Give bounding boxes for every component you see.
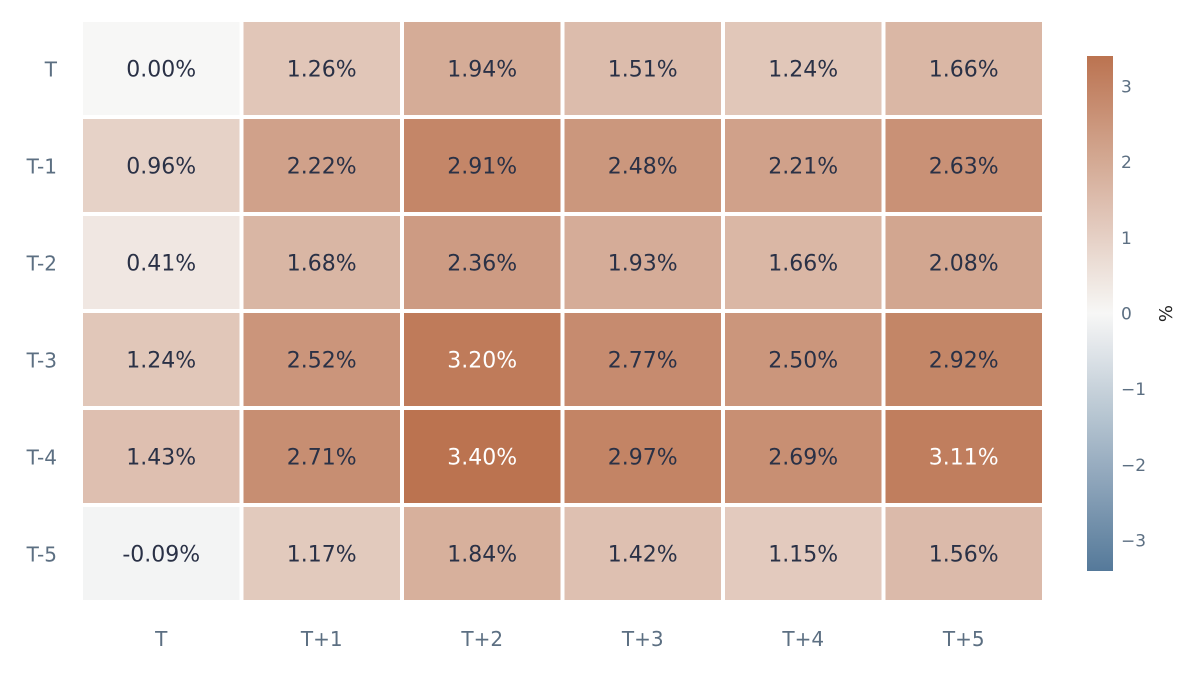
y-tick-label: T-1 xyxy=(26,155,57,179)
heatmap-cell xyxy=(404,410,561,503)
cell-value-label: 2.97% xyxy=(608,446,678,471)
heatmap-cell xyxy=(725,313,882,406)
y-tick-label: T xyxy=(44,58,58,82)
colorbar-tick-label: −3 xyxy=(1121,532,1146,552)
heatmap-cell xyxy=(885,313,1042,406)
y-tick-label: T-3 xyxy=(26,349,57,373)
x-tick-label: T+3 xyxy=(621,627,664,651)
cell-value-label: 2.48% xyxy=(608,155,678,180)
heatmap-cell xyxy=(564,410,721,503)
cell-value-label: 3.11% xyxy=(929,446,999,471)
heatmap-cell xyxy=(725,410,882,503)
cell-value-label: -0.09% xyxy=(122,543,200,568)
heatmap-cell xyxy=(243,410,400,503)
heatmap-cell xyxy=(404,216,561,309)
heatmap-cell xyxy=(885,22,1042,115)
colorbar-tick-label: 1 xyxy=(1121,229,1132,249)
y-tick-label: T-2 xyxy=(26,252,57,276)
heatmap-cell xyxy=(83,410,240,503)
x-tick-label: T xyxy=(154,627,168,651)
heatmap-cell xyxy=(725,119,882,212)
x-tick-label: T+1 xyxy=(300,627,343,651)
cell-value-label: 1.43% xyxy=(126,446,196,471)
x-tick-label: T+4 xyxy=(781,627,824,651)
cell-value-label: 1.24% xyxy=(768,58,838,83)
heatmap-cell xyxy=(404,507,561,600)
colorbar-tick-label: −1 xyxy=(1121,380,1146,400)
heatmap-cell xyxy=(83,507,240,600)
heatmap-cells: 0.00% 1.26% 1.94% 1.51% 1.24% 1.66% 0.96% 2.22%… xyxy=(83,22,1042,600)
heatmap-cell xyxy=(885,410,1042,503)
y-tick-label: T-5 xyxy=(26,543,57,567)
cell-value-label: 2.52% xyxy=(287,349,357,374)
cell-value-label: 2.21% xyxy=(768,155,838,180)
heatmap-cell xyxy=(243,119,400,212)
x-axis-tick-labels: T T+1 T+2 T+3 T+4 T+5 xyxy=(154,627,984,651)
cell-value-label: 3.20% xyxy=(447,349,517,374)
heatmap-cell xyxy=(404,22,561,115)
cell-value-label: 1.26% xyxy=(287,58,357,83)
heatmap-cell xyxy=(564,313,721,406)
cell-value-label: 2.71% xyxy=(287,446,357,471)
heatmap-cell xyxy=(404,313,561,406)
cell-value-label: 1.24% xyxy=(126,349,196,374)
y-tick-label: T-4 xyxy=(26,446,57,470)
cell-value-label: 2.91% xyxy=(447,155,517,180)
cell-value-label: 1.17% xyxy=(287,543,357,568)
cell-value-label: 2.50% xyxy=(768,349,838,374)
colorbar-tick-label: 2 xyxy=(1121,153,1132,173)
heatmap-cell xyxy=(83,22,240,115)
colorbar xyxy=(1087,56,1113,571)
cell-value-label: 1.84% xyxy=(447,543,517,568)
heatmap-cell xyxy=(564,119,721,212)
heatmap-cell xyxy=(564,507,721,600)
cell-value-label: 1.68% xyxy=(287,252,357,277)
cell-value-label: 1.42% xyxy=(608,543,678,568)
cell-value-label: 2.08% xyxy=(929,252,999,277)
cell-value-label: 1.51% xyxy=(608,58,678,83)
heatmap-cell xyxy=(243,507,400,600)
y-axis-tick-labels: T T-1 T-2 T-3 T-4 T-5 xyxy=(26,58,58,567)
cell-value-label: 1.15% xyxy=(768,543,838,568)
colorbar-tick-label: −2 xyxy=(1121,456,1146,476)
heatmap-cell xyxy=(885,216,1042,309)
colorbar-title: % xyxy=(1156,305,1177,322)
cell-value-label: 3.40% xyxy=(447,446,517,471)
cell-value-label: 1.94% xyxy=(447,58,517,83)
heatmap-cell xyxy=(243,22,400,115)
heatmap-cell xyxy=(404,119,561,212)
x-tick-label: T+2 xyxy=(460,627,503,651)
cell-value-label: 2.77% xyxy=(608,349,678,374)
heatmap-cell xyxy=(83,216,240,309)
cell-value-label: 0.41% xyxy=(126,252,196,277)
heatmap-cell xyxy=(725,216,882,309)
colorbar-tick-labels: 3 2 1 0 −1 −2 −3 xyxy=(1121,77,1146,551)
heatmap-cell xyxy=(243,216,400,309)
cell-value-label: 1.66% xyxy=(929,58,999,83)
heatmap-cell xyxy=(83,313,240,406)
colorbar-tick-label: 3 xyxy=(1121,77,1132,97)
heatmap-cell xyxy=(564,216,721,309)
heatmap-cell xyxy=(725,507,882,600)
cell-value-label: 0.00% xyxy=(126,58,196,83)
x-tick-label: T+5 xyxy=(942,627,985,651)
colorbar-tick-label: 0 xyxy=(1121,305,1132,325)
heatmap-cell xyxy=(243,313,400,406)
cell-value-label: 1.56% xyxy=(929,543,999,568)
heatmap-cell xyxy=(725,22,882,115)
cell-value-label: 0.96% xyxy=(126,155,196,180)
cell-value-label: 2.63% xyxy=(929,155,999,180)
heatmap-cell xyxy=(885,507,1042,600)
cell-value-label: 1.93% xyxy=(608,252,678,277)
cell-value-label: 2.92% xyxy=(929,349,999,374)
heatmap-cell xyxy=(885,119,1042,212)
heatmap-cell xyxy=(564,22,721,115)
cell-value-label: 2.36% xyxy=(447,252,517,277)
cell-value-label: 2.22% xyxy=(287,155,357,180)
cell-value-label: 1.66% xyxy=(768,252,838,277)
cell-value-label: 2.69% xyxy=(768,446,838,471)
heatmap-cell xyxy=(83,119,240,212)
